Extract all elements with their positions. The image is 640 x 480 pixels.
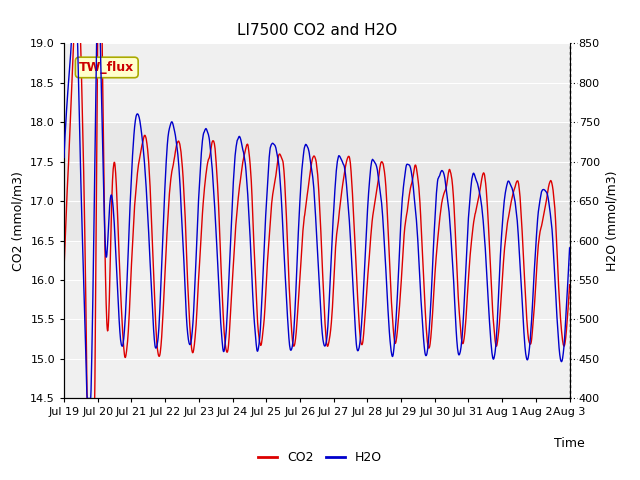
Bar xyxy=(64,122,570,240)
X-axis label: Time: Time xyxy=(554,437,585,450)
Y-axis label: CO2 (mmol/m3): CO2 (mmol/m3) xyxy=(12,171,25,271)
Text: TW_flux: TW_flux xyxy=(79,61,134,74)
Title: LI7500 CO2 and H2O: LI7500 CO2 and H2O xyxy=(237,23,397,38)
Legend: CO2, H2O: CO2, H2O xyxy=(253,446,387,469)
Y-axis label: H2O (mmol/m3): H2O (mmol/m3) xyxy=(605,170,618,271)
